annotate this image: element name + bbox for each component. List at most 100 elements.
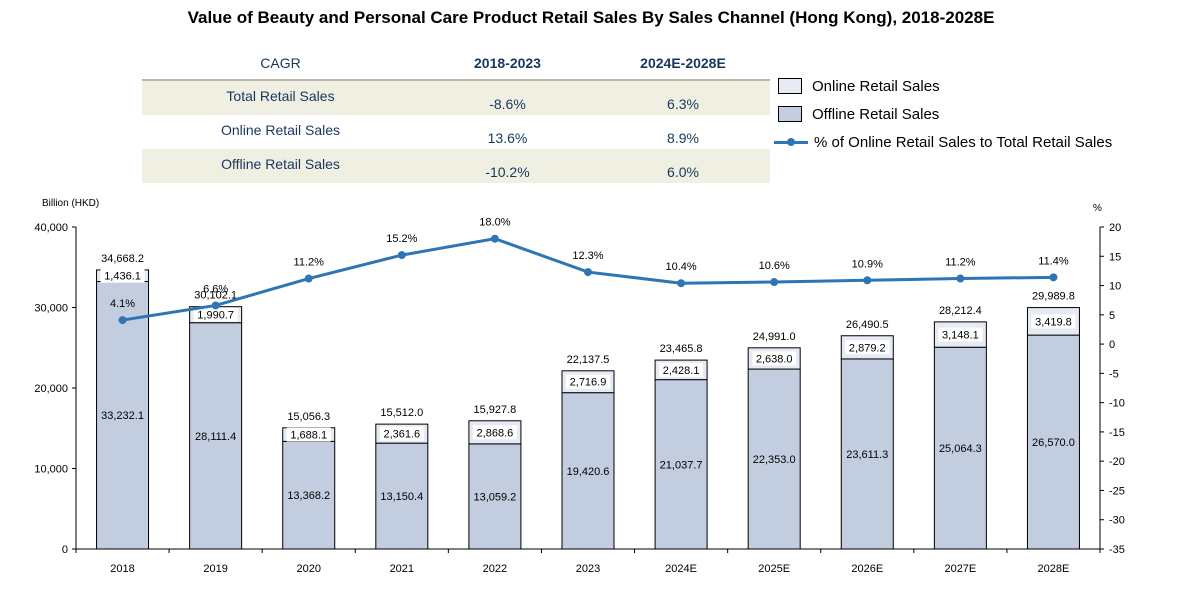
bar-offline bbox=[282, 440, 336, 550]
cagr-table: CAGR 2018-2023 2024E-2028E Total Retail … bbox=[142, 46, 770, 183]
data-label-offline: 28,111.4 bbox=[195, 431, 236, 443]
bar-offline bbox=[561, 392, 615, 550]
legend-label-online: Online Retail Sales bbox=[812, 77, 940, 95]
data-label-total: 30,102.1 bbox=[194, 290, 237, 302]
data-label-offline: 21,037.7 bbox=[660, 459, 703, 471]
data-label-total: 15,512.0 bbox=[380, 407, 423, 419]
data-label-online-box bbox=[100, 268, 145, 283]
data-label-online: 2,879.2 bbox=[849, 342, 886, 354]
data-label-online: 3,148.1 bbox=[942, 330, 979, 342]
data-label-online-box bbox=[566, 374, 610, 389]
data-label-online: 2,638.0 bbox=[756, 353, 793, 365]
line-data-label: 11.4% bbox=[1038, 255, 1069, 267]
data-label-offline: 23,611.3 bbox=[846, 449, 888, 461]
y-axis-label: Billion (HKD) bbox=[42, 198, 99, 209]
bar-offline bbox=[840, 358, 894, 550]
line-data-label: 12.3% bbox=[572, 250, 603, 262]
line-data-label: 11.2% bbox=[945, 257, 976, 269]
line-point bbox=[956, 274, 965, 283]
cagr-table-header: CAGR 2018-2023 2024E-2028E bbox=[142, 46, 770, 81]
data-label-online-box bbox=[752, 351, 797, 366]
x-tick-label: 2026E bbox=[851, 563, 883, 575]
data-label-online-box bbox=[845, 340, 890, 355]
data-label-total: 22,137.5 bbox=[567, 354, 610, 366]
line-point bbox=[397, 251, 406, 260]
legend-swatch-online bbox=[778, 78, 802, 94]
y2-tick-label: 0 bbox=[1109, 339, 1115, 351]
cagr-row-label: Total Retail Sales bbox=[226, 88, 335, 104]
y2-tick-label: -35 bbox=[1109, 544, 1125, 556]
line-data-label: 6.6% bbox=[203, 283, 228, 295]
data-label-online-box bbox=[472, 425, 517, 440]
data-label-online-box bbox=[193, 307, 238, 322]
data-label-online: 2,361.6 bbox=[383, 429, 420, 441]
y2-tick-label: -20 bbox=[1109, 456, 1125, 468]
line-data-label: 10.6% bbox=[759, 260, 790, 272]
line-point bbox=[677, 279, 686, 288]
x-tick-label: 2024E bbox=[665, 563, 697, 575]
line-data-label: 4.1% bbox=[110, 298, 135, 310]
bar-offline bbox=[189, 322, 243, 550]
line-point bbox=[211, 301, 220, 310]
y-tick-label: 10,000 bbox=[34, 464, 68, 476]
cagr-row-label: Online Retail Sales bbox=[220, 122, 341, 138]
data-label-online: 2,716.9 bbox=[570, 377, 607, 389]
data-label-online-box bbox=[379, 426, 424, 441]
x-tick-label: 2018 bbox=[110, 563, 134, 575]
legend-label-offline: Offline Retail Sales bbox=[812, 105, 940, 123]
bar-offline bbox=[933, 346, 987, 550]
x-tick-label: 2025E bbox=[758, 563, 790, 575]
y2-tick-label: -30 bbox=[1109, 515, 1125, 527]
cagr-row-online: Online Retail Sales 13.6% 8.9% bbox=[142, 115, 770, 149]
legend-item-pct: % of Online Retail Sales to Total Retail… bbox=[774, 132, 1112, 152]
line-data-label: 10.9% bbox=[852, 258, 883, 270]
cagr-value: 8.9% bbox=[667, 130, 699, 146]
data-label-online: 2,428.1 bbox=[663, 365, 700, 377]
x-tick-label: 2028E bbox=[1038, 563, 1070, 575]
data-label-total: 24,991.0 bbox=[753, 331, 796, 343]
y2-tick-label: 5 bbox=[1109, 310, 1115, 322]
y2-tick-label: 20 bbox=[1109, 222, 1121, 234]
chart-title: Value of Beauty and Personal Care Produc… bbox=[187, 8, 995, 27]
legend-item-offline: Offline Retail Sales bbox=[778, 104, 939, 124]
data-label-online-box bbox=[659, 362, 704, 377]
data-label-total: 29,989.8 bbox=[1032, 291, 1075, 303]
cagr-row-label: Offline Retail Sales bbox=[221, 156, 340, 172]
x-tick-label: 2019 bbox=[203, 563, 227, 575]
data-label-total: 26,490.5 bbox=[846, 319, 889, 331]
line-point bbox=[584, 268, 592, 277]
data-label-online: 3,419.8 bbox=[1035, 316, 1072, 328]
y-tick-label: 20,000 bbox=[34, 383, 68, 395]
line-data-label: 11.2% bbox=[294, 257, 325, 269]
cagr-header-period-1: 2018-2023 bbox=[419, 46, 596, 81]
legend-swatch-offline bbox=[778, 106, 802, 122]
data-label-offline: 22,353.0 bbox=[753, 454, 796, 466]
data-label-online: 2,868.6 bbox=[477, 427, 514, 439]
bar-offline bbox=[468, 443, 522, 550]
cagr-row-total: Total Retail Sales -8.6% 6.3% bbox=[142, 80, 770, 115]
data-label-total: 15,056.3 bbox=[287, 411, 330, 423]
data-label-online: 1,990.7 bbox=[197, 310, 234, 322]
y2-tick-label: -5 bbox=[1109, 368, 1119, 380]
bar-offline bbox=[96, 280, 150, 550]
cagr-header-label: CAGR bbox=[142, 46, 419, 81]
line-point bbox=[770, 278, 779, 287]
line-data-label: 15.2% bbox=[386, 233, 417, 245]
cagr-value: -8.6% bbox=[489, 96, 526, 112]
cagr-value: -10.2% bbox=[485, 164, 530, 180]
y-tick-label: 40,000 bbox=[34, 222, 68, 234]
data-label-total: 28,212.4 bbox=[939, 305, 982, 317]
data-label-offline: 13,150.4 bbox=[380, 491, 423, 503]
y2-tick-label: 15 bbox=[1109, 251, 1121, 263]
line-point bbox=[304, 274, 313, 283]
line-point bbox=[1049, 273, 1058, 282]
data-label-offline: 13,368.2 bbox=[287, 490, 330, 502]
y2-axis-label: % bbox=[1093, 203, 1102, 214]
x-tick-label: 2020 bbox=[296, 563, 320, 575]
data-label-total: 23,465.8 bbox=[660, 343, 703, 355]
x-tick-label: 2022 bbox=[483, 563, 507, 575]
data-label-total: 34,668.2 bbox=[101, 253, 144, 265]
y2-tick-label: 10 bbox=[1109, 281, 1121, 293]
y2-tick-label: -10 bbox=[1109, 398, 1125, 410]
legend-label-pct: % of Online Retail Sales to Total Retail… bbox=[814, 133, 1113, 151]
